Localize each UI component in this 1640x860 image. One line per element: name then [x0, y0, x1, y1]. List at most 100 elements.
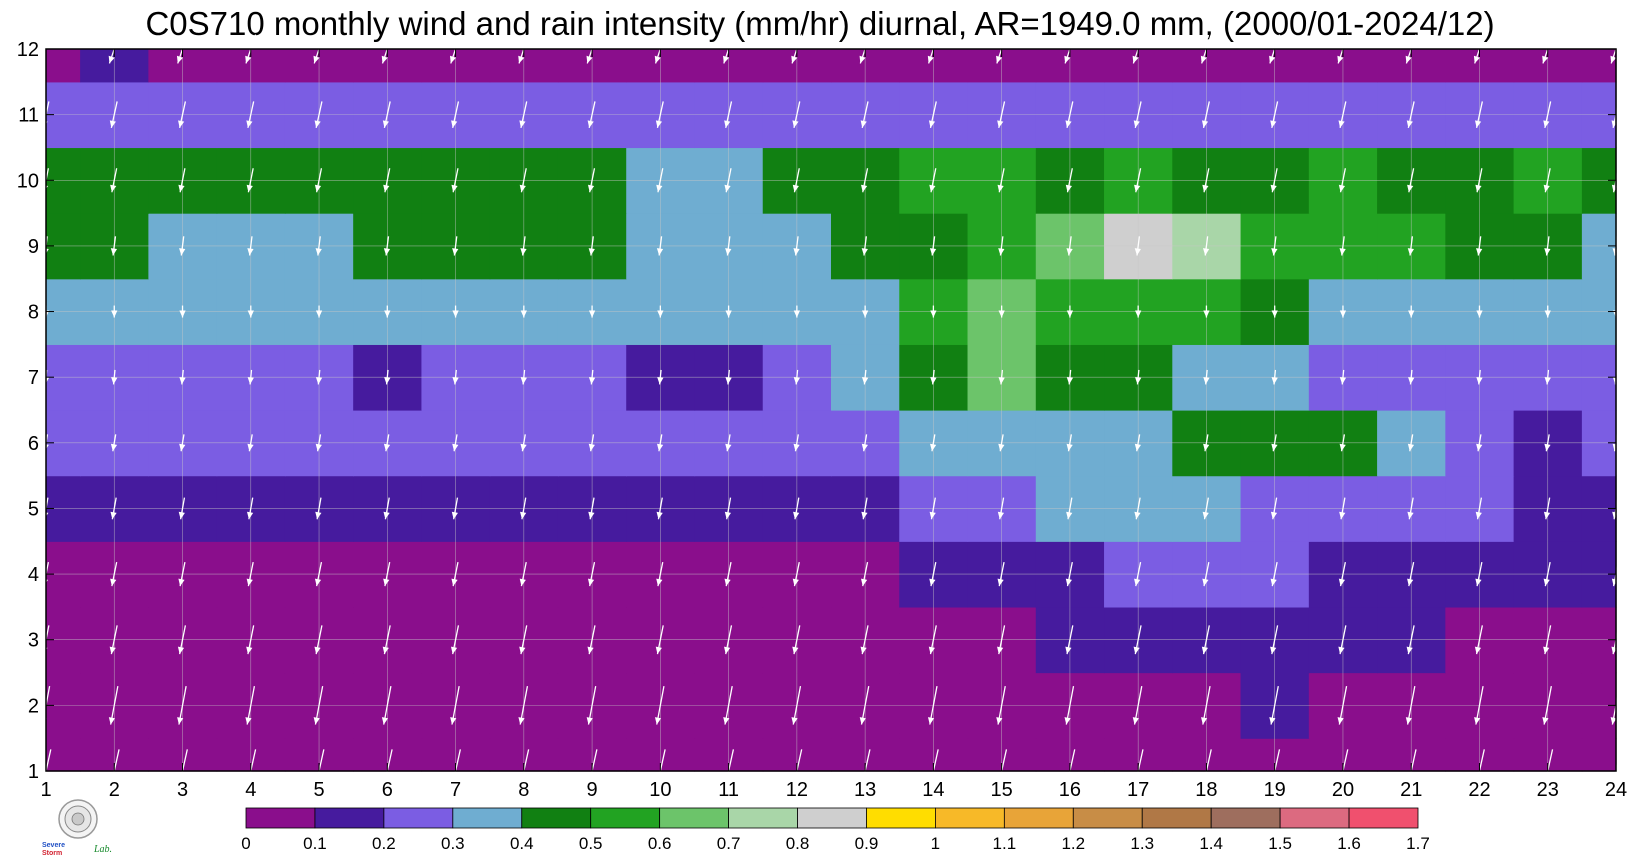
wind-arrow: [793, 497, 800, 520]
wind-arrow: [245, 686, 256, 725]
wind-arrow: [1474, 625, 1483, 655]
x-tick-label: 15: [991, 779, 1013, 801]
wind-arrow: [1476, 369, 1483, 385]
colorbar-swatch: [1348, 807, 1419, 829]
wind-arrow: [110, 561, 118, 587]
wind-arrow: [1065, 561, 1073, 587]
wind-arrow: [793, 434, 800, 452]
wind-arrow: [588, 236, 595, 256]
x-tick-label: 24: [1605, 779, 1627, 801]
wind-arrow: [724, 561, 732, 587]
wind-arrow: [382, 101, 391, 128]
wind-arrow: [1270, 101, 1279, 128]
wind-arrow: [246, 561, 254, 587]
wind-arrow: [1544, 369, 1551, 385]
colorbar-label: 0.3: [441, 834, 465, 853]
wind-arrow: [861, 236, 868, 256]
wind-arrow: [927, 686, 938, 725]
wind-arrow: [1201, 686, 1211, 725]
wind-arrow: [725, 434, 732, 452]
wind-arrow: [861, 434, 868, 452]
wind-arrow: [929, 236, 937, 256]
wind-arrow: [1134, 236, 1141, 256]
wind-arrow: [1543, 497, 1551, 520]
wind-arrow: [1270, 561, 1278, 587]
colorbar-label: 0.1: [303, 834, 327, 853]
x-tick-label: 13: [854, 779, 876, 801]
wind-arrow: [861, 497, 868, 520]
wind-arrow: [1203, 434, 1210, 452]
wind-arrow: [1066, 434, 1073, 452]
y-tick-label: 1: [28, 761, 39, 783]
wind-arrow: [1132, 686, 1143, 725]
wind-arrow: [384, 369, 391, 385]
wind-arrow: [1271, 369, 1278, 385]
wind-arrow: [998, 369, 1005, 385]
colorbar-label: 0.2: [372, 834, 396, 853]
colorbar: 0 0.1 0.2 0.3 0.4 0.5 0.6 0.7 0.8 0.9 1 1.1 1.2 1.3 1.…: [241, 807, 1430, 853]
wind-arrow: [655, 101, 664, 128]
wind-arrow: [519, 561, 527, 587]
wind-arrow: [1476, 236, 1483, 256]
wind-arrow: [725, 305, 732, 318]
wind-arrow: [1543, 168, 1551, 193]
wind-arrow: [246, 497, 254, 520]
wind-arrow: [861, 168, 869, 193]
x-tick-label: 1: [40, 779, 51, 801]
y-tick-label: 12: [17, 39, 39, 61]
wind-arrow: [1065, 625, 1074, 655]
colorbar-swatch: [935, 807, 1005, 829]
wind-arrow: [1405, 686, 1416, 725]
wind-arrow: [1338, 561, 1346, 587]
y-tick-label: 3: [28, 630, 39, 652]
wind-arrow: [793, 305, 801, 318]
wind-arrow: [178, 561, 186, 587]
x-tick-label: 20: [1332, 779, 1354, 801]
wind-arrow: [450, 686, 460, 725]
wind-arrow: [792, 561, 800, 587]
colorbar-label: 0.4: [510, 834, 534, 853]
x-tick-label: 17: [1127, 779, 1149, 801]
x-tick-label: 4: [245, 779, 256, 801]
wind-arrow: [928, 625, 937, 655]
wind-arrow: [315, 369, 323, 385]
logo-text-lab: Lab.: [93, 844, 112, 855]
wind-arrow: [315, 434, 322, 452]
wind-arrow: [1339, 369, 1347, 385]
wind-arrow: [1543, 101, 1552, 128]
colorbar-label: 1.7: [1406, 834, 1430, 853]
wind-arrow: [518, 686, 529, 725]
wind-arrow: [1135, 369, 1142, 385]
wind-arrow: [997, 497, 1005, 520]
x-tick-label: 21: [1400, 779, 1422, 801]
wind-arrow: [860, 101, 869, 128]
seal-center: [71, 812, 85, 826]
wind-arrow: [177, 625, 187, 655]
wind-arrow: [1066, 305, 1074, 318]
wind-arrow: [1543, 625, 1552, 655]
x-tick-label: 18: [1195, 779, 1217, 801]
wind-arrow: [247, 236, 254, 256]
wind-arrow: [1544, 434, 1551, 452]
logo-text-severe: Severe: [42, 842, 65, 849]
colorbar-label: 0.8: [786, 834, 810, 853]
wind-arrow: [179, 369, 186, 385]
plot-frame: [45, 48, 1617, 772]
wind-arrow: [656, 168, 664, 193]
wind-arrow: [930, 369, 937, 385]
wind-arrow: [1270, 497, 1278, 520]
wind-arrow: [452, 236, 459, 256]
wind-arrow: [179, 434, 186, 452]
wind-arrow: [1543, 561, 1551, 587]
colorbar-swatch: [1279, 807, 1350, 829]
wind-arrow: [588, 434, 595, 452]
wind-arrow: [383, 434, 391, 452]
wind-arrow: [861, 561, 869, 587]
colorbar-label: 1.5: [1268, 834, 1292, 853]
wind-arrow: [1135, 305, 1142, 318]
colorbar-swatch: [452, 807, 523, 829]
wind-arrow: [792, 625, 801, 655]
wind-arrow: [1201, 101, 1210, 128]
